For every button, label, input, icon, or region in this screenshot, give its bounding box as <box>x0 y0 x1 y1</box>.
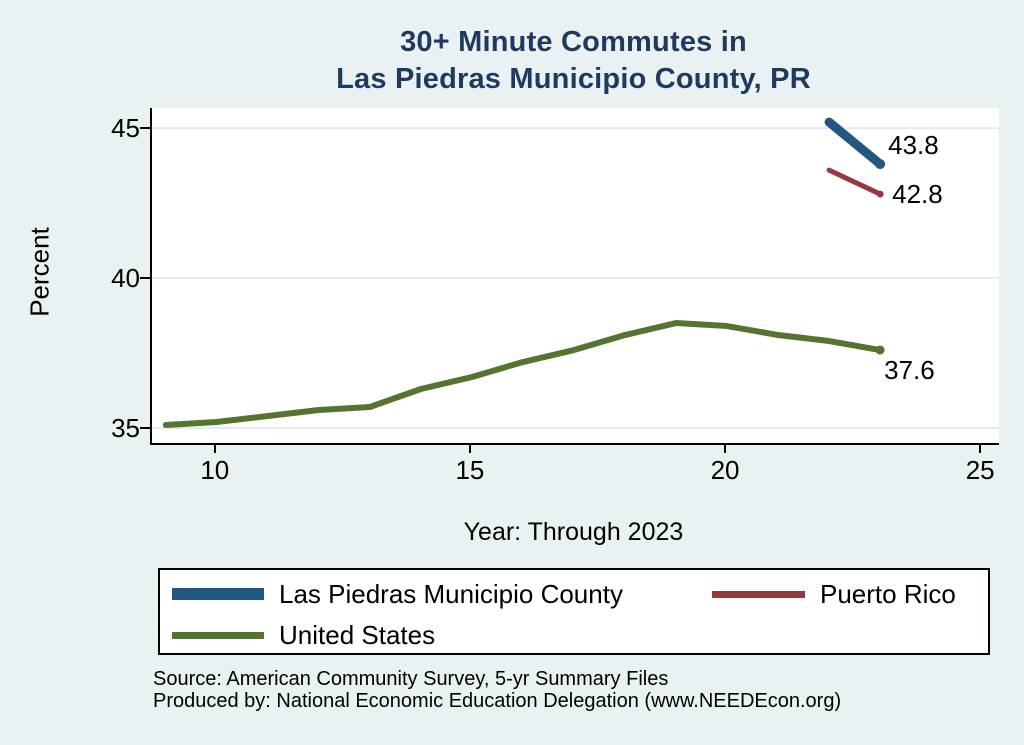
x-tick-label: 25 <box>965 455 995 485</box>
x-axis-title: Year: Through 2023 <box>463 518 684 546</box>
value-label: 42.8 <box>892 179 943 210</box>
series-end-marker <box>875 159 886 170</box>
legend-label-las-piedras: Las Piedras Municipio County <box>279 579 623 609</box>
chart-title-line2: Las Piedras Municipio County, PR <box>336 63 811 95</box>
y-tick-label: 35 <box>111 413 140 443</box>
y-tick-mark <box>140 277 150 280</box>
y-axis-title: Percent <box>24 227 55 317</box>
produced-by-note: Produced by: National Economic Education… <box>153 690 842 712</box>
x-tick-mark <box>724 443 727 453</box>
legend: Las Piedras Municipio County Puerto Rico… <box>158 568 990 655</box>
legend-swatch-puerto-rico <box>712 591 805 598</box>
x-tick-label: 15 <box>455 455 485 485</box>
footer-notes: Source: American Community Survey, 5-yr … <box>153 668 841 712</box>
x-tick-mark <box>979 443 982 453</box>
legend-label-puerto-rico: Puerto Rico <box>820 579 956 609</box>
series-end-marker <box>875 345 885 355</box>
source-note: Source: American Community Survey, 5-yr … <box>153 668 669 690</box>
value-label: 37.6 <box>884 355 935 386</box>
series-end-marker <box>876 190 884 198</box>
y-tick-mark <box>140 127 150 130</box>
series-line <box>162 320 884 429</box>
chart-canvas <box>152 117 999 430</box>
chart-title: 30+ Minute Commutes in Las Piedras Munic… <box>150 24 997 98</box>
x-tick-mark <box>468 443 471 453</box>
legend-label-united-states: United States <box>279 620 436 650</box>
x-tick-label: 20 <box>710 455 740 485</box>
series-line <box>826 167 883 197</box>
legend-swatch-united-states <box>172 632 264 639</box>
series-line <box>824 117 885 169</box>
plot-area: 43.8 42.8 37.6 <box>150 108 999 445</box>
y-tick-label: 45 <box>111 113 140 144</box>
x-tick-mark <box>213 443 216 453</box>
y-tick-mark <box>140 427 150 429</box>
y-tick-label: 40 <box>111 263 140 294</box>
chart-title-line1: 30+ Minute Commutes in <box>400 26 747 58</box>
value-label: 43.8 <box>888 130 939 161</box>
x-tick-label: 10 <box>200 455 230 485</box>
legend-swatch-las-piedras <box>172 588 264 600</box>
